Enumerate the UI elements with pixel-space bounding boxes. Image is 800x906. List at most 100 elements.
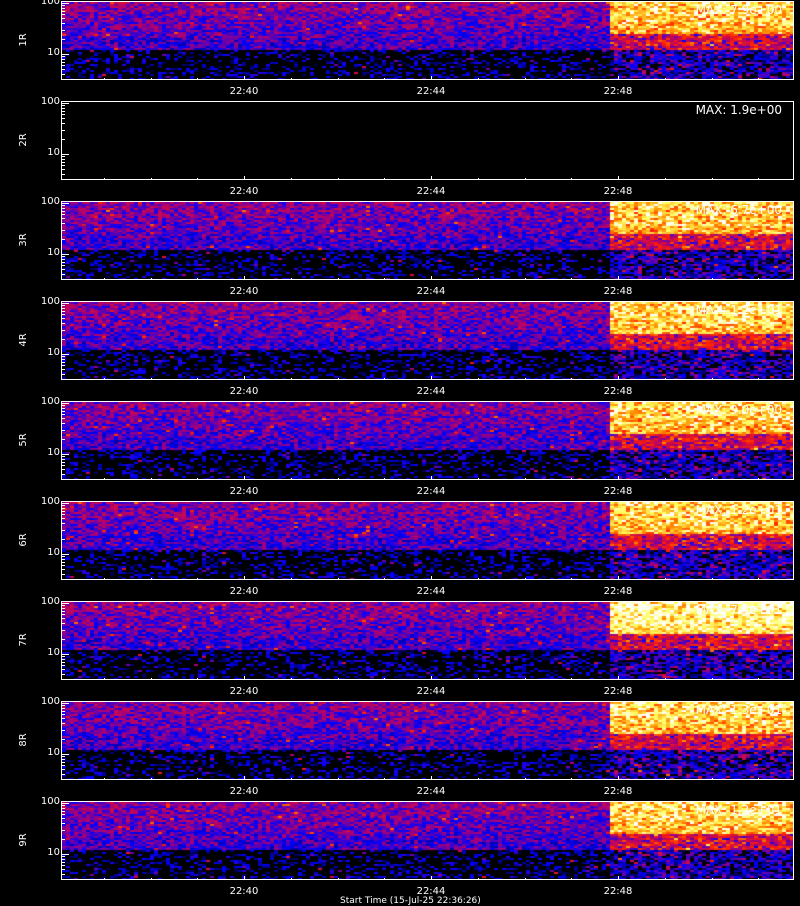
y-tick-minor (61, 639, 65, 640)
x-tick-label: 22:48 (603, 586, 633, 597)
y-tick-minor (61, 565, 65, 566)
spectrogram-panel-4r: 4R 100 10 22:40 22:44 22:48 MAX: 1.2e+01 (0, 296, 800, 400)
x-tick-minor (758, 678, 759, 680)
y-tick-minor (61, 430, 65, 431)
y-tick-minor (61, 114, 65, 115)
x-tick-minor (244, 678, 245, 680)
heatmap-canvas (62, 2, 793, 79)
y-tick-minor (61, 674, 65, 675)
y-tick-minor (61, 111, 65, 112)
y-tick-minor (61, 439, 65, 440)
x-tick-minor (478, 778, 479, 780)
x-tick-minor (665, 378, 666, 380)
x-tick-minor (384, 478, 385, 480)
spectrogram-plot (61, 701, 794, 780)
y-tick-minor (61, 269, 65, 270)
x-tick-minor (197, 478, 198, 480)
x-tick-minor (571, 878, 572, 880)
y-tick-minor (61, 411, 65, 412)
x-tick-minor (151, 278, 152, 280)
x-tick-minor (338, 578, 339, 580)
y-tick-minor (61, 765, 65, 766)
x-tick-minor (758, 478, 759, 480)
x-tick-minor (151, 78, 152, 80)
y-tick-label: 10 (47, 147, 60, 158)
x-tick-minor (618, 778, 619, 780)
y-tick-major (61, 154, 69, 155)
y-tick-minor (61, 669, 65, 670)
x-tick-minor (618, 378, 619, 380)
y-tick-minor (61, 708, 65, 709)
y-tick-minor (61, 569, 65, 570)
y-tick-minor (61, 274, 65, 275)
x-tick-label: 22:48 (603, 286, 633, 297)
max-value-label: MAX: 7.9e+00 (695, 3, 782, 17)
y-tick-label: 100 (40, 396, 60, 407)
spectrogram-plot (61, 401, 794, 480)
spectrogram-panel-3r: 3R 100 10 22:40 22:44 22:48 MAX: 6.7e+00 (0, 196, 800, 300)
spectrogram-plot (61, 801, 794, 880)
x-tick-minor (104, 278, 105, 280)
y-tick-minor (61, 8, 65, 9)
x-tick-minor (104, 378, 105, 380)
y-tick-minor (61, 418, 65, 419)
y-tick-minor (61, 559, 65, 560)
x-tick-minor (104, 478, 105, 480)
x-tick-minor (571, 178, 572, 180)
y-tick-label: 10 (47, 47, 60, 58)
y-tick-minor (61, 762, 65, 763)
x-tick-minor (431, 878, 432, 880)
y-tick-minor (61, 714, 65, 715)
y-tick-minor (61, 69, 65, 70)
x-tick-minor (431, 778, 432, 780)
y-tick-minor (61, 574, 65, 575)
x-tick-minor (151, 578, 152, 580)
x-tick-minor (104, 878, 105, 880)
spectrogram-plot (61, 201, 794, 280)
x-tick-minor (197, 78, 198, 80)
x-tick-minor (478, 278, 479, 280)
y-tick-minor (61, 105, 65, 106)
y-tick-minor (61, 123, 65, 124)
x-tick-minor (478, 478, 479, 480)
x-tick-minor (665, 778, 666, 780)
x-tick-label: 22:40 (229, 286, 259, 297)
y-tick-minor (61, 865, 65, 866)
x-tick-minor (665, 678, 666, 680)
x-tick-minor (525, 278, 526, 280)
y-tick-minor (61, 605, 65, 606)
y-tick-minor (61, 374, 65, 375)
y-tick-minor (61, 814, 65, 815)
x-tick-minor (525, 578, 526, 580)
x-tick-minor (571, 378, 572, 380)
x-tick-minor (244, 78, 245, 80)
x-tick-minor (712, 78, 713, 80)
x-tick-minor (525, 778, 526, 780)
x-tick-minor (291, 78, 292, 80)
y-tick-minor (61, 408, 65, 409)
y-tick-minor (61, 659, 65, 660)
x-tick-minor (712, 178, 713, 180)
y-tick-minor (61, 139, 65, 140)
y-tick-label: 10 (47, 347, 60, 358)
y-tick-label: 10 (47, 647, 60, 658)
x-tick-minor (244, 378, 245, 380)
y-tick-minor (61, 314, 65, 315)
y-tick-minor (61, 59, 65, 60)
y-tick-minor (61, 14, 65, 15)
y-tick-label: 100 (40, 0, 60, 7)
x-tick-minor (384, 878, 385, 880)
x-tick-label: 22:48 (603, 786, 633, 797)
x-tick-minor (104, 78, 105, 80)
x-tick-minor (151, 178, 152, 180)
y-tick-minor (61, 74, 65, 75)
y-tick-minor (61, 369, 65, 370)
y-tick-label: 100 (40, 696, 60, 707)
x-tick-minor (571, 678, 572, 680)
x-tick-label: 22:48 (603, 886, 633, 897)
y-tick-minor (61, 56, 65, 57)
x-tick-minor (665, 478, 666, 480)
spectrogram-panel-5r: 5R 100 10 22:40 22:44 22:48 MAX: 9.0e+00 (0, 396, 800, 500)
max-value-label: MAX: 1.2e+01 (695, 803, 782, 817)
